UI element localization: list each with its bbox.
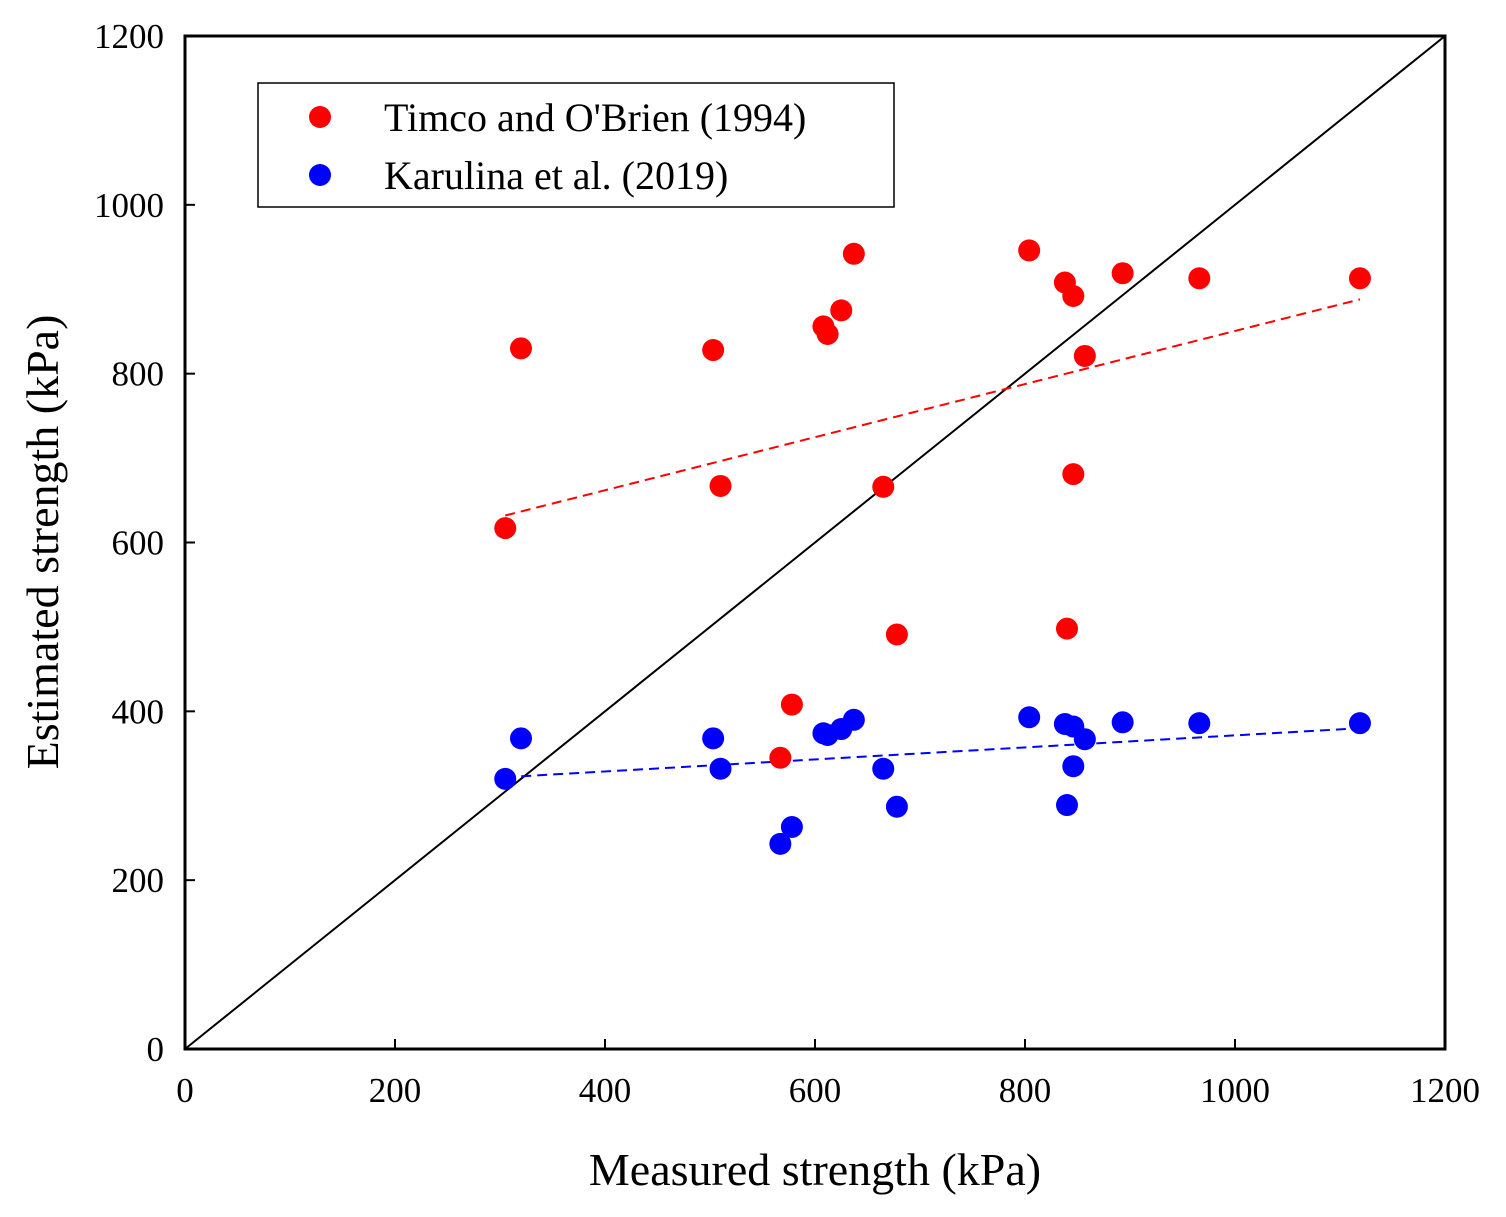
x-tick-label: 800 xyxy=(999,1071,1052,1110)
y-tick-label: 200 xyxy=(112,861,165,900)
data-point-series-0 xyxy=(1018,239,1041,262)
x-tick-label: 1000 xyxy=(1200,1071,1270,1110)
data-point-series-1 xyxy=(769,832,792,855)
trend-line-series-0 xyxy=(505,298,1361,517)
x-tick-label: 0 xyxy=(176,1071,194,1110)
data-point-series-1 xyxy=(709,757,732,780)
x-axis-title: Measured strength (kPa) xyxy=(589,1144,1041,1195)
y-tick-label: 1200 xyxy=(94,17,164,56)
data-point-series-1 xyxy=(494,767,517,790)
data-point-series-0 xyxy=(702,339,725,362)
data-point-series-1 xyxy=(1056,794,1078,817)
data-point-series-1 xyxy=(1111,711,1134,734)
data-point-series-1 xyxy=(510,727,532,750)
data-point-series-1 xyxy=(1073,728,1096,751)
data-point-series-1 xyxy=(885,795,908,818)
legend: Timco and O'Brien (1994) Karulina et al.… xyxy=(257,82,895,208)
data-point-series-1 xyxy=(842,708,865,731)
data-point-series-1 xyxy=(872,757,895,780)
x-tick-label: 400 xyxy=(579,1071,632,1110)
y-tick-label: 400 xyxy=(112,692,165,731)
data-point-series-1 xyxy=(1062,755,1085,778)
y-axis-title: Estimated strength (kPa) xyxy=(17,315,68,770)
data-point-series-0 xyxy=(830,299,853,322)
axis-ticks: 0 200 400 600 800 1000 1200 0 200 400 600 800 1000 12… xyxy=(94,17,1480,1110)
trend-lines xyxy=(505,298,1361,779)
data-point-series-1 xyxy=(1188,712,1211,735)
data-point-series-0 xyxy=(510,337,532,360)
legend-label-karulina: Karulina et al. (2019) xyxy=(384,153,728,198)
data-point-series-1 xyxy=(1018,706,1041,729)
data-point-series-1 xyxy=(780,815,803,838)
data-point-series-0 xyxy=(842,242,865,265)
x-tick-label: 1200 xyxy=(1410,1071,1480,1110)
y-tick-label: 800 xyxy=(112,355,165,394)
data-point-series-0 xyxy=(769,746,792,769)
data-point-series-0 xyxy=(872,475,895,498)
legend-marker-timco xyxy=(309,106,331,128)
data-point-series-0 xyxy=(1188,267,1211,290)
trend-line-series-1 xyxy=(505,727,1361,779)
data-point-series-0 xyxy=(1111,262,1134,285)
data-point-series-1 xyxy=(1348,712,1371,735)
data-point-series-0 xyxy=(1056,617,1078,640)
data-points xyxy=(494,239,1371,855)
legend-label-timco: Timco and O'Brien (1994) xyxy=(384,95,806,140)
y-tick-label: 1000 xyxy=(94,186,164,225)
data-point-series-0 xyxy=(885,623,908,646)
y-tick-label: 0 xyxy=(147,1030,165,1069)
data-point-series-0 xyxy=(709,474,732,497)
x-tick-label: 200 xyxy=(369,1071,422,1110)
one-to-one-line xyxy=(184,35,1446,1050)
data-point-series-0 xyxy=(1348,267,1371,290)
data-point-series-0 xyxy=(1062,463,1085,486)
data-point-series-0 xyxy=(1062,285,1085,308)
data-point-series-1 xyxy=(702,727,725,750)
plot-frame xyxy=(183,34,1447,1051)
data-point-series-0 xyxy=(494,517,517,540)
data-point-series-0 xyxy=(816,322,839,345)
y-tick-label: 600 xyxy=(112,524,165,563)
data-point-series-0 xyxy=(1073,344,1096,367)
data-point-series-0 xyxy=(780,693,803,716)
x-tick-label: 600 xyxy=(789,1071,842,1110)
legend-marker-karulina xyxy=(309,164,331,186)
legend-box xyxy=(257,82,895,208)
